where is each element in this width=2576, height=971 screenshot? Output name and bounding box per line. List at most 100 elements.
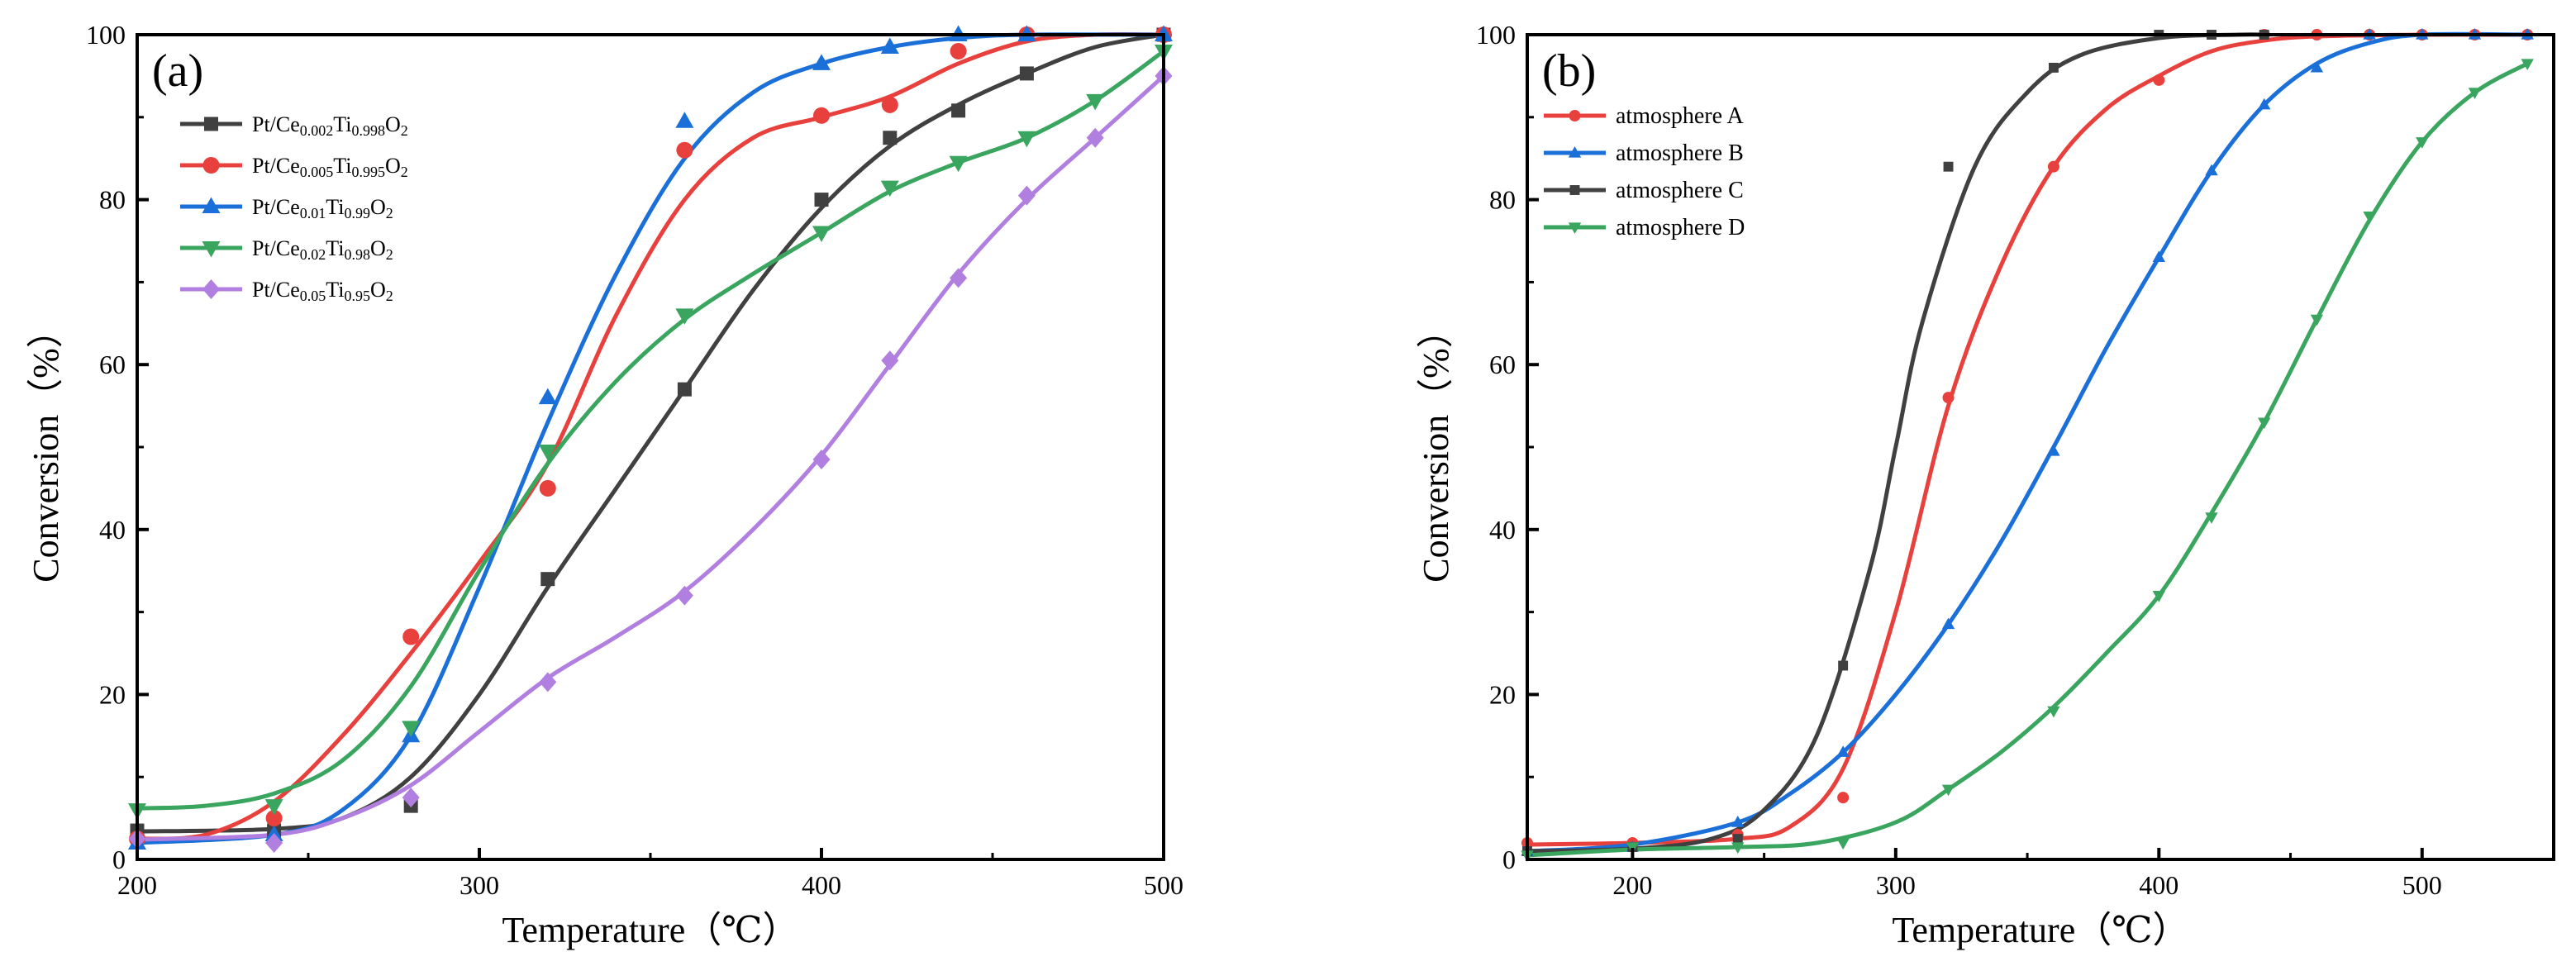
chart-b-series-3-point-9 [2310, 314, 2324, 326]
chart-a-series-2-point-6 [880, 37, 899, 54]
chart-a-series-1-point-4 [676, 141, 693, 159]
chart-b-series-2-fit-line [1525, 32, 2267, 854]
chart-b-series-3-point-13 [2521, 59, 2534, 70]
chart-a-ytick-label-0: 0 [112, 845, 126, 874]
chart-b-xtick-label-2: 400 [2139, 870, 2178, 900]
chart-a-series-3-point-3 [538, 444, 557, 461]
chart-a-ylabel: Conversion（%） [26, 312, 66, 583]
chart-b-ylabel: Conversion（%） [1416, 312, 1456, 583]
chart-b-legend-label-1: atmosphere B [1616, 140, 1744, 166]
chart-a-xtick-label-0: 200 [117, 870, 157, 900]
chart-a-series-0-point-4 [677, 382, 692, 397]
chart-a-series-1-point-7 [950, 42, 967, 59]
chart-a-legend-marker-0 [204, 117, 218, 131]
chart-b-legend-marker-1 [1568, 145, 1582, 158]
chart-a-series-0-point-5 [814, 193, 829, 207]
chart-a-series-1-point-5 [813, 107, 830, 124]
chart-a-xlabel: Temperature（℃） [502, 910, 799, 950]
chart-b-series-0-point-4 [1942, 392, 1955, 404]
chart-a-legend-marker-3 [202, 241, 221, 258]
chart-a-series-2-point-3 [538, 388, 557, 405]
chart-a-xtick-label-3: 500 [1144, 870, 1183, 900]
chart-b-legend-marker-0 [1569, 110, 1581, 121]
chart-b-series-1-point-4 [1941, 617, 1955, 630]
chart-a-series-4-point-9 [1086, 127, 1104, 148]
chart-b-ytick-label-1: 20 [1489, 679, 1516, 709]
chart-a-series-2-point-5 [812, 54, 831, 70]
chart-a-series-3-point-2 [402, 721, 421, 737]
chart-b-series-3-point-6 [2152, 591, 2166, 602]
chart-b-series-0-fit-line [1525, 32, 2530, 847]
chart-a-ytick-label-3: 60 [99, 350, 126, 379]
chart-a-series-3-point-8 [1017, 131, 1036, 148]
chart-b-series-1-point-8 [2257, 98, 2271, 110]
chart-b-series-3-point-5 [2047, 706, 2060, 718]
chart-a-series-1-point-3 [539, 479, 556, 497]
chart-a-series-0-point-6 [883, 131, 898, 145]
chart-b-legend-label-0: atmosphere A [1616, 103, 1745, 129]
chart-a-series-2-point-4 [675, 112, 694, 128]
chart-b-series-2-point-5 [2048, 62, 2059, 73]
chart-a-series-3-point-4 [675, 308, 694, 325]
chart-b-series-3-fit-line [1525, 61, 2530, 858]
chart-b-series-1-point-2 [1731, 816, 1745, 827]
chart-b-xtick-label-3: 500 [2402, 870, 2442, 900]
chart-b-legend-label-2: atmosphere C [1616, 178, 1744, 203]
chart-a-ytick-label-4: 80 [99, 185, 126, 215]
chart-b-series-3-point-8 [2257, 417, 2271, 430]
chart-a-legend-marker-4 [202, 279, 220, 299]
chart-b-panel-label: (b) [1542, 45, 1596, 97]
chart-b-series-3-point-2 [1731, 842, 1745, 854]
chart-a-series-1-point-1 [265, 810, 283, 827]
chart-b-legend-marker-2 [1569, 185, 1580, 195]
chart-b-series-1-point-3 [1836, 745, 1850, 757]
chart-b-series-0-point-3 [1837, 792, 1850, 804]
chart-a-series-4-point-5 [812, 449, 831, 469]
chart-b-legend: atmosphere A atmosphere B atmosphere C atmo… [1544, 103, 1745, 240]
chart-b-series-3-point-4 [1941, 784, 1955, 797]
chart-a-series-3-point-5 [812, 226, 831, 243]
chart-a-series-3-point-6 [880, 180, 899, 198]
chart-a-series-0-point-7 [951, 103, 966, 118]
chart-b-series-2-point-2 [1732, 834, 1743, 844]
chart-a-series-1-fit-line [135, 31, 1166, 841]
chart-b-series-1-point-5 [2047, 444, 2060, 456]
chart-b-ytick-label-5: 100 [1476, 20, 1516, 50]
chart-a-legend-label-2: Pt/Ce0.01Ti0.99O2 [252, 195, 393, 221]
chart-a-ytick-label-2: 40 [99, 515, 126, 545]
chart-b-series-0-point-5 [2047, 160, 2059, 173]
panel-b: 200 300 400 500 0 20 40 60 80 100 Temperature（℃） Co… [1416, 20, 2555, 950]
chart-b-ytick-label-3: 60 [1489, 350, 1516, 379]
panel-a: 200 300 400 500 0 20 40 60 80 100 Temperature（℃） Co… [26, 20, 1183, 950]
chart-b-xtick-label-1: 300 [1876, 870, 1916, 900]
chart-a-series-4-point-1 [265, 833, 283, 854]
chart-b-series-3-point-10 [2363, 211, 2376, 223]
chart-b-ytick-label-2: 40 [1489, 515, 1516, 545]
chart-b-legend-label-3: atmosphere D [1616, 215, 1745, 240]
chart-a-series-3-point-9 [1086, 93, 1105, 111]
chart-a-legend-label-3: Pt/Ce0.02Ti0.98O2 [252, 236, 393, 263]
chart-b-series-1-point-7 [2205, 164, 2218, 176]
chart-b-ytick-label-0: 0 [1502, 845, 1516, 874]
chart-a-series-4-point-8 [1017, 185, 1036, 206]
chart-a-series-3-point-1 [264, 799, 283, 816]
chart-b-xlabel: Temperature（℃） [1893, 910, 2189, 950]
chart-a-legend-label-1: Pt/Ce0.005Ti0.995O2 [252, 154, 408, 180]
chart-a-series-4-point-6 [881, 350, 899, 371]
chart-b-series-3-point-3 [1836, 838, 1850, 850]
chart-a-legend-marker-1 [202, 157, 220, 174]
chart-a-xtick-label-2: 400 [802, 870, 841, 900]
chart-b-series-0-point-6 [2153, 74, 2165, 86]
chart-a-series-0-point-8 [1019, 66, 1034, 81]
chart-a-series-3-point-7 [949, 155, 968, 173]
chart-a-legend-label-4: Pt/Ce0.05Ti0.95O2 [252, 278, 393, 304]
chart-a-legend-label-0: Pt/Ce0.002Ti0.998O2 [252, 112, 408, 139]
chart-a-ytick-label-5: 100 [86, 20, 126, 50]
chart-a-series-1-point-2 [402, 628, 420, 645]
chart-a-series-2-fit-line [135, 32, 1166, 845]
chart-a-legend: Pt/Ce0.002Ti0.998O2 Pt/Ce0.005Ti0.995O2 Pt… [180, 112, 408, 304]
chart-b-series-1-point-6 [2152, 250, 2166, 263]
chart-b-legend-marker-3 [1568, 222, 1582, 235]
chart-a-legend-marker-2 [202, 197, 221, 213]
